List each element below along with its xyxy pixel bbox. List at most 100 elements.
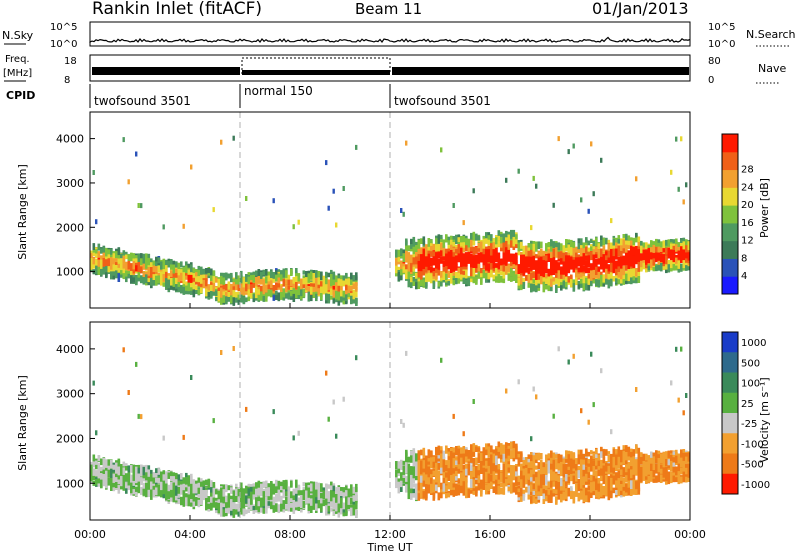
power-cell-2590 [572, 241, 576, 248]
power-cell-2038 [497, 255, 501, 263]
power-cell-2602 [575, 249, 578, 258]
power-cell-1588 [435, 272, 438, 280]
power-cell-2356 [540, 262, 543, 270]
power-cell-2185 [517, 246, 521, 252]
velocity-cell-1399 [410, 488, 413, 494]
power-cell-143 [117, 273, 121, 282]
velocity-cell-914 [275, 486, 278, 493]
power-cell-1965 [487, 235, 491, 243]
velocity-cell-409 [172, 489, 176, 496]
power-cell-2976 [625, 244, 628, 249]
velocity-cell-1279 [350, 484, 353, 492]
power-cell-412 [172, 281, 176, 287]
velocity-cell-133 [115, 477, 118, 482]
power-cell-340 [157, 275, 161, 284]
velocity-cell-1342 [400, 459, 403, 468]
power-cell-3353 [677, 244, 681, 251]
velocity-cell-10 [90, 469, 93, 479]
velocity-cell-1269 [347, 490, 351, 498]
power-cell-1785 [462, 246, 466, 253]
velocity-cell-545 [200, 481, 203, 487]
power-cell-113 [112, 251, 116, 256]
velocity-cell-1443 [415, 484, 418, 491]
velocity-cell-781 [247, 488, 251, 496]
power-cell-2171 [515, 244, 518, 249]
velocity-cell-974 [287, 497, 291, 502]
power-cell-636 [220, 281, 223, 288]
velocity-cell-496 [190, 481, 193, 491]
power-cell-769 [245, 196, 248, 201]
power-cell-2320 [535, 183, 538, 189]
power-cell-1220 [337, 278, 341, 286]
power-cell-1425 [412, 257, 416, 265]
power-cell-1422 [412, 239, 416, 249]
velocity-cell-1040 [302, 482, 306, 487]
velocity-cell-1021 [297, 504, 301, 511]
power-cell-229 [135, 274, 138, 281]
power-cell-2591 [572, 279, 576, 286]
power-cell-2654 [582, 247, 586, 256]
velocity-cell-70 [102, 472, 106, 479]
power-cell-3285 [667, 264, 671, 273]
velocity-cell-1326 [397, 478, 401, 483]
power-cell-1932 [482, 246, 486, 255]
power-cell-2390 [545, 243, 548, 252]
power-cell-2593 [572, 283, 576, 291]
power-cell-3265 [665, 255, 668, 265]
power-cell-2667 [582, 276, 586, 284]
power-cell-1071 [307, 291, 311, 299]
power-cell-3192 [655, 238, 658, 247]
velocity-cell-1183 [332, 493, 336, 501]
power-cell-1219 [337, 291, 341, 300]
power-cell-2902 [615, 260, 618, 266]
power-cell-2296 [532, 254, 536, 261]
power-cell-2043 [497, 240, 501, 248]
power-cell-1888 [477, 256, 481, 265]
velocity-cell-865 [265, 504, 268, 514]
power-cell-1918 [480, 273, 483, 280]
power-cell-3314 [672, 245, 676, 252]
power-cell-2921 [617, 245, 621, 251]
power-cell-116 [112, 271, 116, 276]
power-cell-516 [195, 285, 198, 290]
power-cell-1086 [312, 280, 316, 287]
velocity-cell-1363 [405, 456, 408, 463]
power-cell-1456 [417, 260, 421, 266]
power-cell-865 [265, 293, 268, 302]
power-cell-512 [192, 273, 196, 278]
power-cell-2731 [592, 276, 596, 284]
power-cell-2797 [600, 157, 603, 163]
power-colorbar-ticks: 4 8 12 16 20 24 28 [741, 165, 754, 283]
power-cell-1575 [435, 265, 438, 274]
power-cell-98 [110, 267, 113, 274]
power-cell-706 [232, 297, 236, 306]
power-cell-3330 [675, 255, 678, 261]
velocity-cell-1373 [405, 484, 408, 491]
power-cell-812 [255, 296, 258, 301]
velocity-cell-1292 [352, 504, 356, 512]
power-cell-536 [197, 288, 201, 295]
velocity-cell-85 [105, 484, 108, 489]
velocity-cell-1069 [307, 485, 311, 490]
velocity-cell-244 [137, 473, 141, 482]
velocity-cell-501 [190, 375, 193, 380]
power-cell-607 [212, 291, 216, 296]
power-cell-724 [237, 296, 241, 305]
velocity-cell-851 [262, 508, 266, 514]
power-cell-937 [280, 274, 283, 279]
velocity-cell-438 [177, 480, 181, 486]
power-cell-2093 [505, 230, 508, 238]
plot-title: Rankin Inlet (fitACF) [92, 0, 262, 19]
power-cell-2958 [622, 279, 626, 285]
velocity-cell-143 [117, 484, 121, 494]
velocity-cell-119 [112, 467, 116, 473]
power-cell-3371 [680, 265, 683, 272]
power-cell-2442 [552, 270, 556, 275]
velocity-cell-651 [222, 484, 226, 493]
velocity-cell-326 [155, 487, 158, 495]
power-cell-1959 [487, 277, 491, 283]
power-cell-1090 [312, 290, 316, 298]
power-cell-1404 [410, 240, 413, 249]
power-cell-1276 [350, 282, 353, 292]
power-cell-2644 [580, 272, 583, 277]
